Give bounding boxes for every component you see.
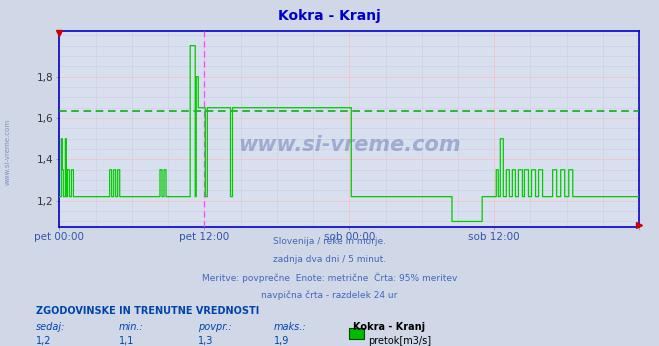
Text: pretok[m3/s]: pretok[m3/s]	[368, 336, 431, 346]
Text: zadnja dva dni / 5 minut.: zadnja dva dni / 5 minut.	[273, 255, 386, 264]
Text: 1,9: 1,9	[273, 336, 289, 346]
Text: 1,3: 1,3	[198, 336, 213, 346]
Text: sedaj:: sedaj:	[36, 322, 66, 333]
Text: Meritve: povprečne  Enote: metrične  Črta: 95% meritev: Meritve: povprečne Enote: metrične Črta:…	[202, 273, 457, 283]
Text: navpična črta - razdelek 24 ur: navpična črta - razdelek 24 ur	[262, 291, 397, 300]
Text: min.:: min.:	[119, 322, 144, 333]
Text: maks.:: maks.:	[273, 322, 306, 333]
Text: Kokra - Kranj: Kokra - Kranj	[353, 322, 424, 333]
Text: www.si-vreme.com: www.si-vreme.com	[238, 135, 461, 155]
Text: povpr.:: povpr.:	[198, 322, 231, 333]
Text: 1,2: 1,2	[36, 336, 52, 346]
Text: Slovenija / reke in morje.: Slovenija / reke in morje.	[273, 237, 386, 246]
Text: ZGODOVINSKE IN TRENUTNE VREDNOSTI: ZGODOVINSKE IN TRENUTNE VREDNOSTI	[36, 306, 260, 316]
Text: 1,1: 1,1	[119, 336, 134, 346]
Text: www.si-vreme.com: www.si-vreme.com	[5, 119, 11, 185]
Text: Kokra - Kranj: Kokra - Kranj	[278, 9, 381, 22]
